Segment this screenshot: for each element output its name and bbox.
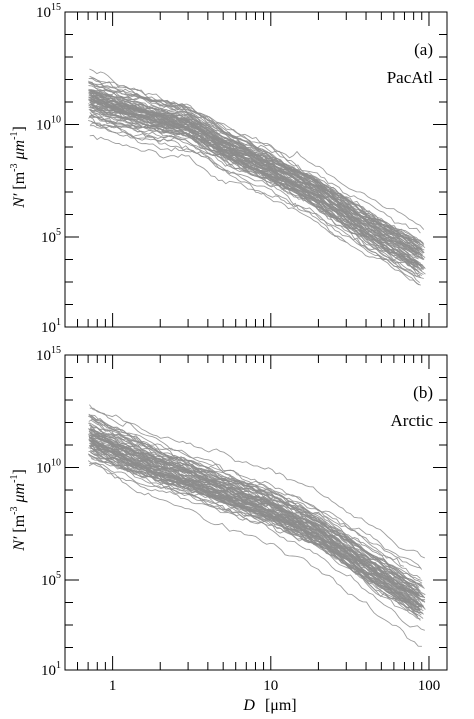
y-tick-label: 1010 xyxy=(36,458,61,477)
curves-group xyxy=(87,68,426,286)
y-tick-label: 101 xyxy=(41,660,61,679)
series-line xyxy=(89,92,420,284)
x-tick-label: 100 xyxy=(418,678,441,694)
y-axis-title-b: N′ [m-3 μm-1] xyxy=(9,469,28,552)
x-tick-label: 10 xyxy=(263,678,278,694)
series-line xyxy=(89,125,424,279)
series-line xyxy=(87,453,420,597)
y-tick-label: 1015 xyxy=(36,2,61,21)
panel-b: 101 105 1010 1015 1 10 100 (b) Arctic xyxy=(36,345,448,694)
series-line xyxy=(89,404,425,598)
series-line xyxy=(90,441,423,609)
series-line xyxy=(89,442,421,611)
panel-a: 101 105 1010 1015 (a) PacAtl xyxy=(36,2,448,336)
y-tick-label: 101 xyxy=(41,317,61,336)
series-line xyxy=(89,75,420,254)
series-line xyxy=(89,134,421,286)
series-line xyxy=(90,427,362,560)
series-line xyxy=(88,429,420,588)
panel-label: (a) xyxy=(414,40,433,59)
series-line xyxy=(88,106,423,256)
series-line xyxy=(87,460,421,608)
series-line xyxy=(90,120,347,243)
panel-label: (b) xyxy=(413,383,433,402)
series-line xyxy=(88,85,421,234)
y-tick-label: 105 xyxy=(41,570,61,589)
series-line xyxy=(89,407,425,559)
y-tick-label: 1015 xyxy=(36,345,61,364)
curves-group xyxy=(87,404,426,647)
region-label: PacAtl xyxy=(387,68,434,87)
y-tick-label: 1010 xyxy=(36,115,61,134)
series-line xyxy=(89,424,420,591)
series-line xyxy=(88,453,421,621)
series-line xyxy=(89,115,422,264)
series-line xyxy=(89,101,421,277)
series-line xyxy=(90,89,420,263)
series-line xyxy=(90,458,420,611)
series-line xyxy=(90,444,419,594)
series-line xyxy=(88,418,417,596)
series-line xyxy=(89,462,420,606)
series-line xyxy=(91,114,426,269)
series-line xyxy=(89,109,369,241)
x-axis-title: D [μm] xyxy=(242,697,296,714)
series-line xyxy=(90,114,420,286)
series-line xyxy=(89,115,424,270)
series-line xyxy=(89,422,423,581)
series-line xyxy=(88,454,424,615)
x-tick-label: 1 xyxy=(109,678,117,694)
series-line xyxy=(90,419,404,567)
series-line xyxy=(90,452,425,631)
series-line xyxy=(90,109,425,261)
region-label: Arctic xyxy=(391,411,434,430)
series-line xyxy=(90,437,421,569)
series-line xyxy=(88,463,422,647)
series-line xyxy=(89,439,419,608)
y-axis-title-a: N′ [m-3 μm-1] xyxy=(9,126,28,209)
y-tick-label: 105 xyxy=(41,227,61,246)
series-line xyxy=(88,440,424,598)
